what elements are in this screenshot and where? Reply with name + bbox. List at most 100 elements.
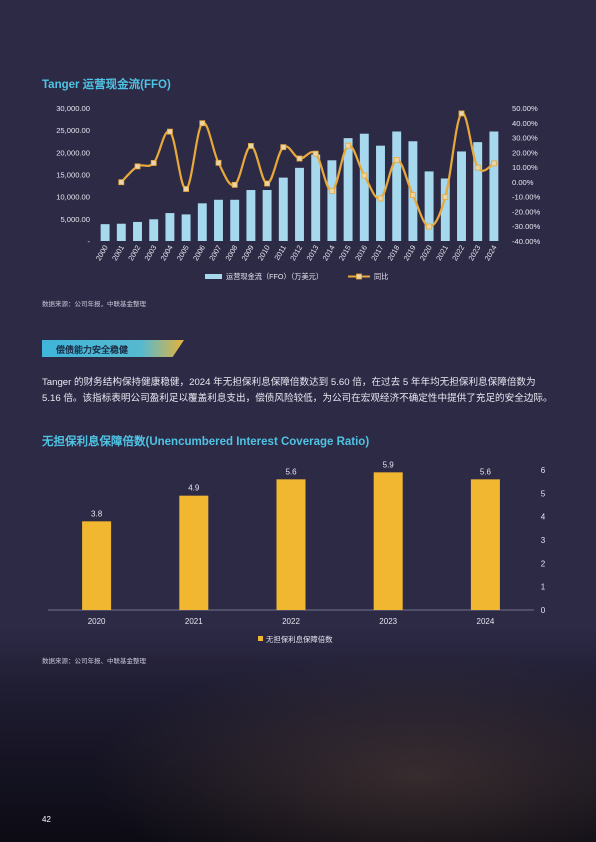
y-tick-label: 5 [541, 489, 546, 498]
ffo-bar [343, 138, 353, 241]
yoy-marker [231, 181, 238, 188]
y-tick-label: 1 [541, 583, 546, 592]
coverage-bar [373, 472, 403, 610]
y-tick-label: 0 [541, 606, 546, 615]
yoy-marker [118, 179, 125, 186]
x-tick-label: 2017 [369, 244, 385, 263]
ffo-bar [246, 190, 256, 241]
yoy-marker [134, 163, 141, 170]
x-tick-label: 2013 [304, 244, 320, 263]
x-tick-label: 2003 [142, 244, 158, 263]
yoy-marker [377, 195, 384, 202]
ffo-bar [214, 199, 223, 241]
y-tick-label: 4 [541, 513, 546, 522]
coverage-bar [470, 479, 500, 610]
x-tick-label: 2024 [483, 244, 499, 263]
y-right-tick-label: 50.00% [512, 104, 538, 113]
ffo-bar [165, 213, 175, 241]
ffo-bar [457, 151, 466, 241]
y-right-tick-label: 30.00% [512, 134, 538, 143]
ffo-bar [311, 154, 321, 241]
x-tick-label: 2016 [353, 244, 369, 263]
legend-swatch-coverage [258, 636, 263, 641]
x-tick-label: 2014 [321, 244, 337, 263]
ffo-chart: 30,000.00 25,000.00 20,000.00 15,000.00 10,0… [56, 104, 541, 281]
y-left-tick-label: 20,000.00 [56, 148, 90, 157]
ffo-bar [230, 199, 240, 241]
y-right-tick-label: -40.00% [512, 237, 541, 246]
yoy-marker [426, 223, 433, 230]
ffo-bar [197, 203, 207, 241]
yoy-marker [199, 120, 206, 127]
y-right-tick-label: 0.00% [512, 178, 534, 187]
x-tick-label: 2015 [337, 244, 353, 263]
yoy-marker [312, 150, 319, 157]
y-right-tick-label: -20.00% [512, 207, 541, 216]
yoy-marker [215, 159, 222, 166]
section-heading-tag: 偿债能力安全稳健 [42, 340, 184, 357]
legend-label-ffo: 运营现金流（FFO）（万美元） [226, 272, 323, 281]
yoy-marker [150, 160, 157, 166]
y-tick-label: 6 [541, 466, 546, 475]
ffo-bar [489, 131, 499, 241]
ffo-chart-title: Tanger 运营现金流(FFO) [42, 79, 171, 91]
y-right-tick-label: 10.00% [512, 163, 538, 172]
y-tick-label: 3 [541, 536, 546, 545]
yoy-marker [442, 194, 449, 200]
x-tick-label: 2005 [175, 244, 191, 263]
yoy-marker [166, 128, 173, 135]
ffo-bar [327, 160, 337, 241]
yoy-marker [296, 155, 303, 162]
x-tick-label: 2010 [256, 244, 272, 263]
y-left-tick-label: 30,000.00 [56, 104, 90, 113]
y-left-tick-label: - [87, 237, 90, 246]
ffo-bar [100, 224, 110, 241]
y-right-tick-label: -30.00% [512, 222, 541, 231]
x-tick-label: 2022 [282, 617, 300, 626]
x-tick-label: 2021 [434, 244, 450, 263]
legend-swatch-ffo [205, 274, 222, 279]
legend-label-coverage: 无担保利息保障倍数 [266, 635, 333, 644]
y-left-tick-label: 5,000.00 [60, 215, 90, 224]
x-tick-label: 2020 [418, 244, 434, 263]
ffo-bar [181, 214, 191, 241]
coverage-chart-title: 无担保利息保障倍数(Unencumbered Interest Coverage… [42, 436, 370, 448]
x-tick-label: 2012 [288, 244, 304, 263]
data-label: 5.6 [285, 467, 297, 476]
x-tick-label: 2001 [110, 244, 126, 263]
y-right-tick-label: 40.00% [512, 119, 538, 128]
x-tick-label: 2023 [379, 617, 397, 626]
data-label: 5.9 [383, 460, 395, 469]
x-tick-label: 2018 [385, 244, 401, 263]
x-tick-label: 2007 [207, 244, 223, 263]
x-tick-label: 2004 [159, 244, 175, 263]
data-label: 5.6 [480, 467, 492, 476]
ffo-bar [440, 178, 450, 241]
yoy-marker [474, 164, 481, 171]
yoy-marker [183, 186, 190, 192]
ffo-bar [359, 133, 369, 241]
ffo-bar [376, 145, 385, 241]
ffo-bar [424, 171, 434, 241]
ffo-bar [408, 141, 418, 241]
coverage-bar [179, 495, 209, 610]
ffo-bar [133, 221, 142, 241]
ffo-bar [262, 190, 272, 241]
yoy-marker [458, 110, 465, 117]
section-heading-label: 偿债能力安全稳健 [56, 345, 129, 355]
yoy-marker [328, 188, 335, 194]
x-tick-label: 2022 [450, 244, 466, 263]
yoy-marker [247, 143, 254, 149]
coverage-bar [276, 479, 306, 610]
coverage-chart: 6 5 4 3 2 1 0 3.8 2020 4.9 2021 5.6 2022 5.9 2023 5.6 20… [48, 460, 546, 644]
data-label: 4.9 [188, 484, 200, 493]
coverage-source-note: 数据来源：公司年报、中联基金整理 [42, 658, 146, 665]
data-label: 3.8 [91, 509, 103, 518]
x-tick-label: 2019 [402, 244, 418, 263]
x-tick-label: 2011 [272, 244, 288, 262]
yoy-marker [490, 160, 497, 167]
page-number: 42 [42, 815, 51, 824]
coverage-bar [82, 521, 112, 610]
yoy-marker [280, 144, 287, 151]
ffo-bar [473, 142, 483, 241]
